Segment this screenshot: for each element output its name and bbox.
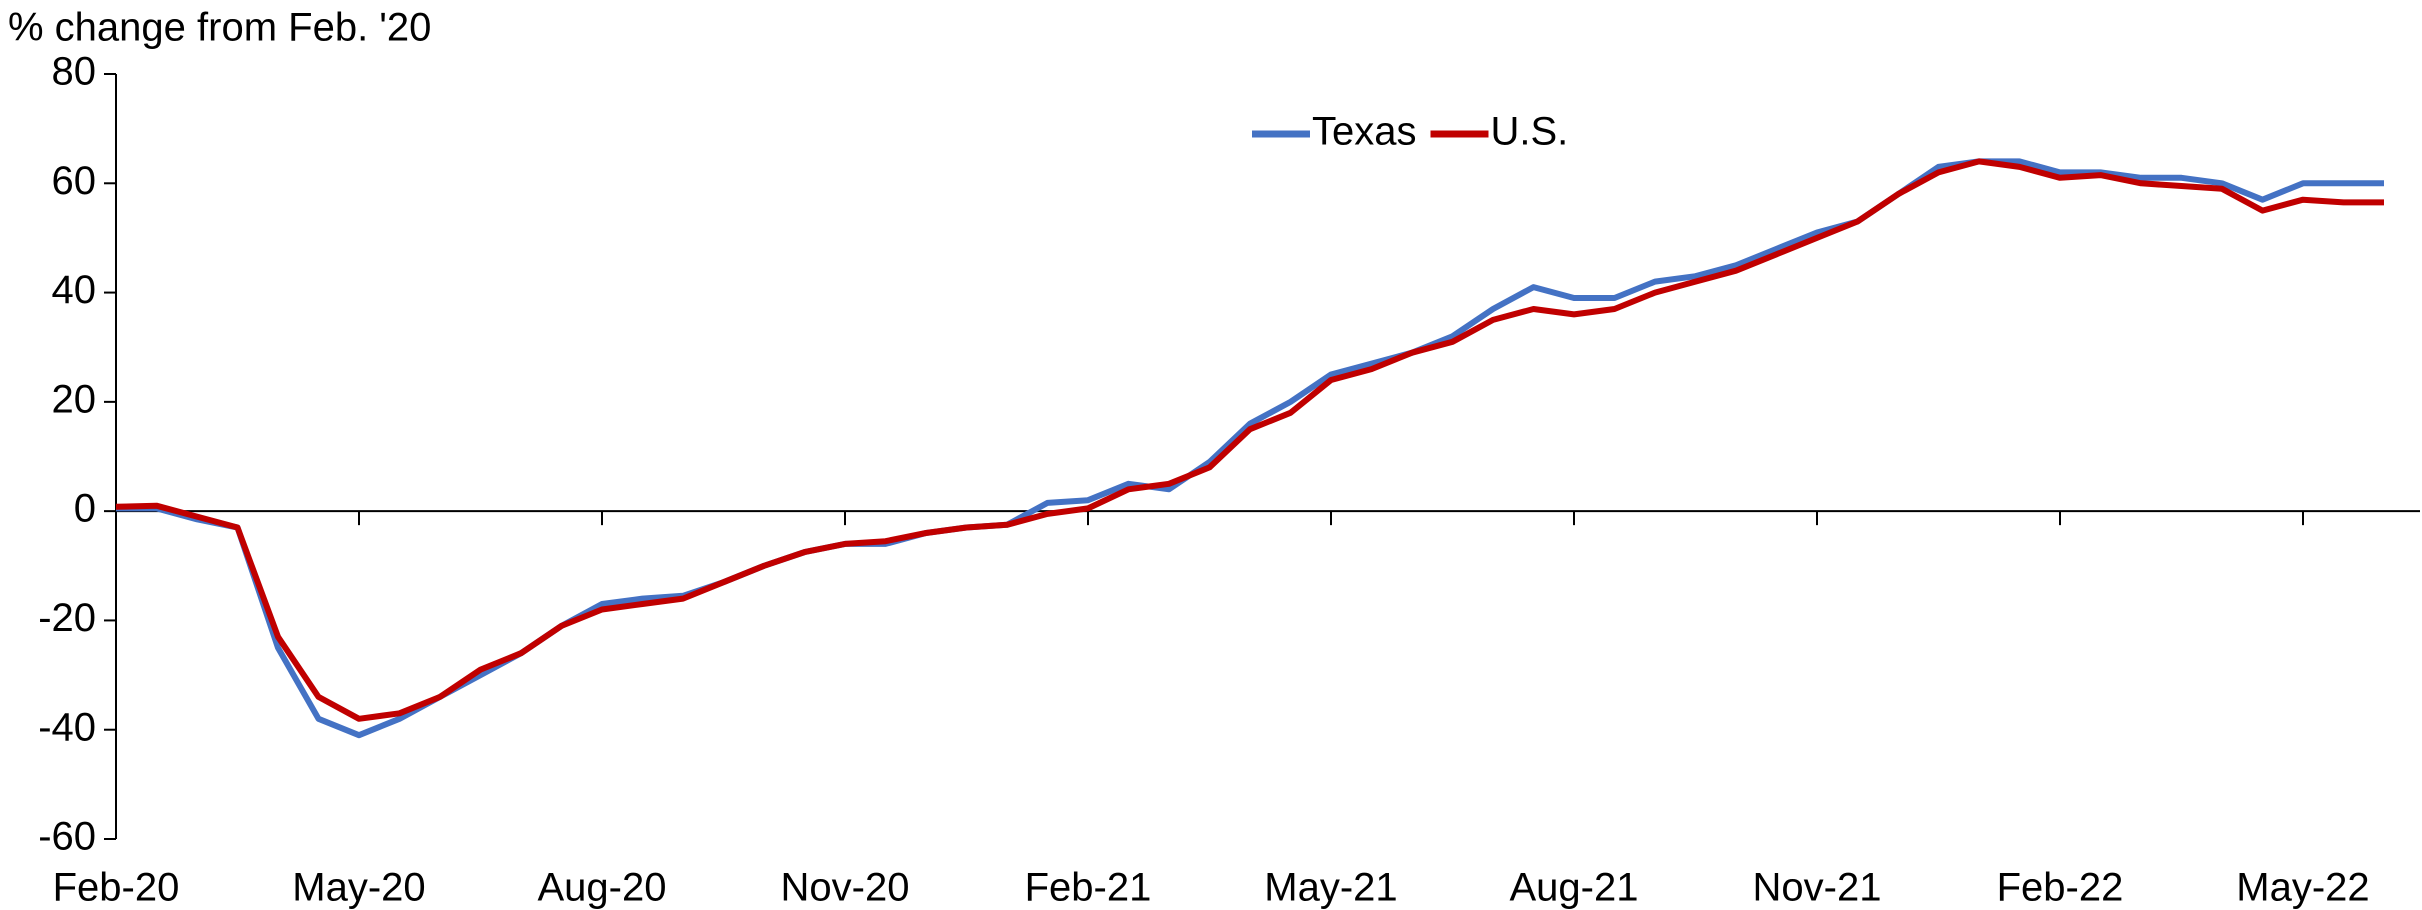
x-tick-label: Feb-20 [53,866,180,910]
y-axis-label: % change from Feb. '20 [8,6,431,50]
x-tick-label: May-21 [1264,866,1397,910]
y-tick-label: -40 [38,705,96,749]
line-series [116,158,2384,739]
y-tick-label: -60 [38,815,96,859]
x-tick-label: Feb-21 [1025,866,1152,910]
x-tick-label: Nov-20 [781,866,910,910]
y-tick-label: 40 [52,268,97,312]
x-tick-label: Aug-20 [538,866,667,910]
legend-label: Texas [1312,110,1417,154]
y-tick-label: 80 [52,50,97,94]
y-tick-label: 60 [52,159,97,203]
x-tick-label: Nov-21 [1753,866,1882,910]
y-tick-label: 0 [74,487,96,531]
x-tick-label: May-22 [2236,866,2369,910]
legend-label: U.S. [1491,110,1569,154]
y-tick-label: 20 [52,377,97,421]
x-tick-label: May-20 [292,866,425,910]
y-tick-label: -20 [38,596,96,640]
line-series [115,158,2384,722]
x-tick-label: Feb-22 [1997,866,2124,910]
x-tick-label: Aug-21 [1510,866,1639,910]
